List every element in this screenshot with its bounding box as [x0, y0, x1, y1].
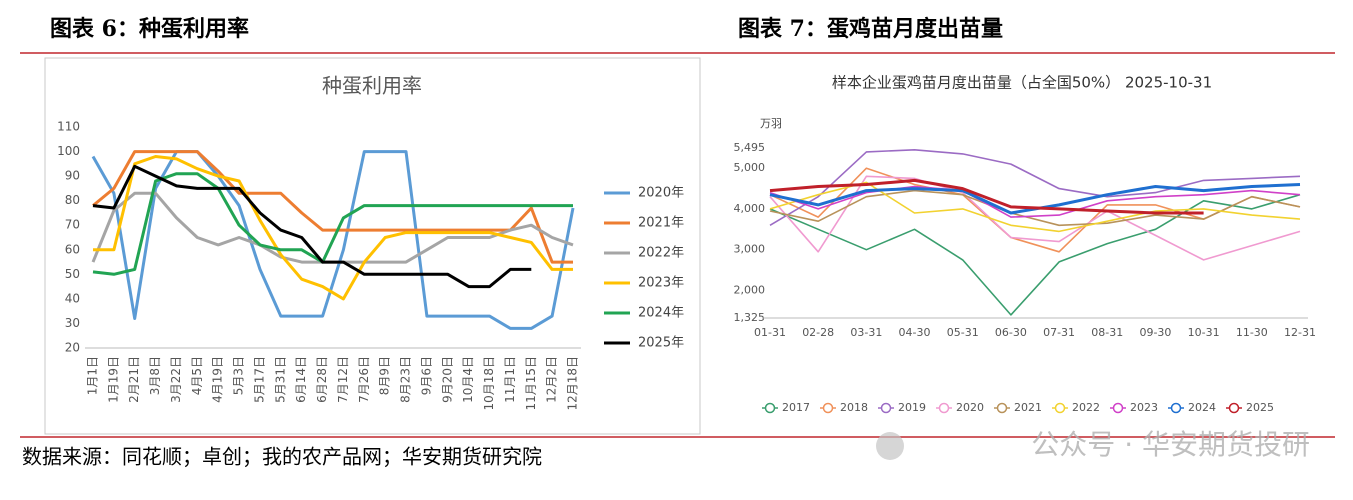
- legend-label: 2018: [840, 401, 868, 414]
- x-tick-label: 10-31: [1188, 326, 1220, 339]
- y-tick-label: 70: [65, 218, 80, 232]
- x-tick-label: 9月6日: [419, 356, 433, 395]
- y-tick-label: 40: [65, 291, 80, 305]
- y-tick-label: 100: [57, 144, 80, 158]
- legend-marker: [822, 402, 834, 414]
- series-line: [92, 150, 573, 264]
- x-tick-label: 01-31: [754, 326, 786, 339]
- series-line: [769, 175, 1301, 261]
- y-tick-label: 20: [65, 341, 80, 355]
- x-tick-label: 1月19日: [106, 356, 120, 403]
- legend-label: 2024: [1188, 401, 1216, 414]
- legend-label: 2022年: [638, 246, 684, 261]
- series-line: [91, 191, 574, 264]
- series-line: [769, 189, 1301, 227]
- x-tick-label: 4月5日: [190, 356, 204, 395]
- legend-marker: [996, 402, 1008, 414]
- series-line: [769, 185, 1301, 218]
- series-line: [769, 149, 1301, 226]
- legend-label: 2020年: [638, 186, 684, 201]
- x-tick-label: 08-31: [1091, 326, 1123, 339]
- x-tick-label: 5月31日: [273, 356, 287, 403]
- legend-marker: [1054, 402, 1066, 414]
- y-tick-label: 5,495: [734, 141, 766, 154]
- legend-marker: [880, 402, 892, 414]
- x-tick-label: 05-31: [947, 326, 979, 339]
- y-tick-label: 90: [65, 169, 80, 183]
- x-tick-label: 4月19日: [211, 356, 225, 403]
- legend-marker: [938, 402, 950, 414]
- legend-label: 2017: [782, 401, 810, 414]
- x-tick-label: 10月18日: [482, 356, 496, 411]
- y-tick-label: 30: [65, 316, 80, 330]
- legend-marker: [1228, 402, 1240, 414]
- watermark-icon: [876, 432, 904, 460]
- legend-label: 2021年: [638, 216, 684, 231]
- x-tick-label: 02-28: [802, 326, 834, 339]
- x-tick-label: 12月2日: [545, 356, 559, 403]
- chart-title: 种蛋利用率: [322, 74, 422, 98]
- legend-marker: [1112, 402, 1124, 414]
- x-tick-label: 03-31: [850, 326, 882, 339]
- legend-label: 2019: [898, 401, 926, 414]
- y-tick-label: 3,000: [734, 243, 766, 256]
- watermark: 公众号 · 华安期货投研: [1031, 428, 1310, 461]
- x-tick-label: 1月1日: [86, 356, 100, 395]
- y-tick-label: 110: [57, 120, 80, 134]
- x-tick-label: 7月26日: [357, 356, 371, 403]
- series-line: [93, 155, 573, 301]
- x-tick-label: 11月15日: [524, 356, 538, 411]
- series-line: [769, 193, 1301, 316]
- x-tick-label: 10月4日: [461, 356, 475, 403]
- legend-label: 2023: [1130, 401, 1158, 414]
- series-line: [92, 172, 573, 276]
- x-tick-label: 04-30: [899, 326, 931, 339]
- x-tick-label: 7月12日: [336, 356, 350, 403]
- legend-label: 2022: [1072, 401, 1100, 414]
- chart-title: 样本企业蛋鸡苗月度出苗量（占全国50%） 2025-10-31: [832, 74, 1212, 92]
- x-tick-label: 11-30: [1236, 326, 1268, 339]
- x-tick-label: 2月21日: [127, 356, 141, 403]
- x-tick-label: 11月1日: [503, 356, 517, 403]
- legend-label: 2023年: [638, 276, 684, 291]
- y-tick-label: 4,000: [734, 202, 766, 215]
- x-tick-label: 3月8日: [148, 356, 162, 395]
- header-left: 图表 6：种蛋利用率: [50, 16, 249, 42]
- header-right: 图表 7：蛋鸡苗月度出苗量: [738, 16, 1003, 42]
- legend-label: 2025: [1246, 401, 1274, 414]
- legend-label: 2020: [956, 401, 984, 414]
- legend-marker: [1170, 402, 1182, 414]
- series-line: [769, 178, 1204, 215]
- x-tick-label: 12月18日: [566, 356, 580, 411]
- left-chart-frame: [44, 57, 701, 435]
- legend-label: 2024年: [638, 306, 684, 321]
- x-tick-label: 6月14日: [294, 356, 308, 403]
- x-tick-label: 3月22日: [169, 356, 183, 403]
- legend-label: 2025年: [638, 336, 684, 351]
- x-tick-label: 8月9日: [378, 356, 392, 395]
- source-note: 数据来源：同花顺；卓创；我的农产品网；华安期货研究院: [22, 445, 542, 469]
- x-tick-label: 09-30: [1139, 326, 1171, 339]
- y-axis-label: 万羽: [760, 117, 782, 130]
- y-tick-label: 80: [65, 193, 80, 207]
- legend-label: 2021: [1014, 401, 1042, 414]
- x-tick-label: 07-31: [1043, 326, 1075, 339]
- y-tick-label: 2,000: [734, 283, 766, 296]
- series-line: [92, 164, 532, 289]
- x-tick-label: 9月20日: [440, 356, 454, 403]
- x-tick-label: 5月3日: [232, 356, 246, 395]
- x-tick-label: 12-31: [1284, 326, 1316, 339]
- y-tick-label: 60: [65, 242, 80, 256]
- y-tick-label: 50: [65, 267, 80, 281]
- x-tick-label: 8月23日: [399, 356, 413, 403]
- x-tick-label: 6月28日: [315, 356, 329, 403]
- y-tick-label: 5,000: [734, 161, 766, 174]
- x-tick-label: 5月17日: [252, 356, 266, 403]
- legend-marker: [764, 402, 776, 414]
- y-tick-label: 1,325: [734, 311, 766, 324]
- x-tick-label: 06-30: [995, 326, 1027, 339]
